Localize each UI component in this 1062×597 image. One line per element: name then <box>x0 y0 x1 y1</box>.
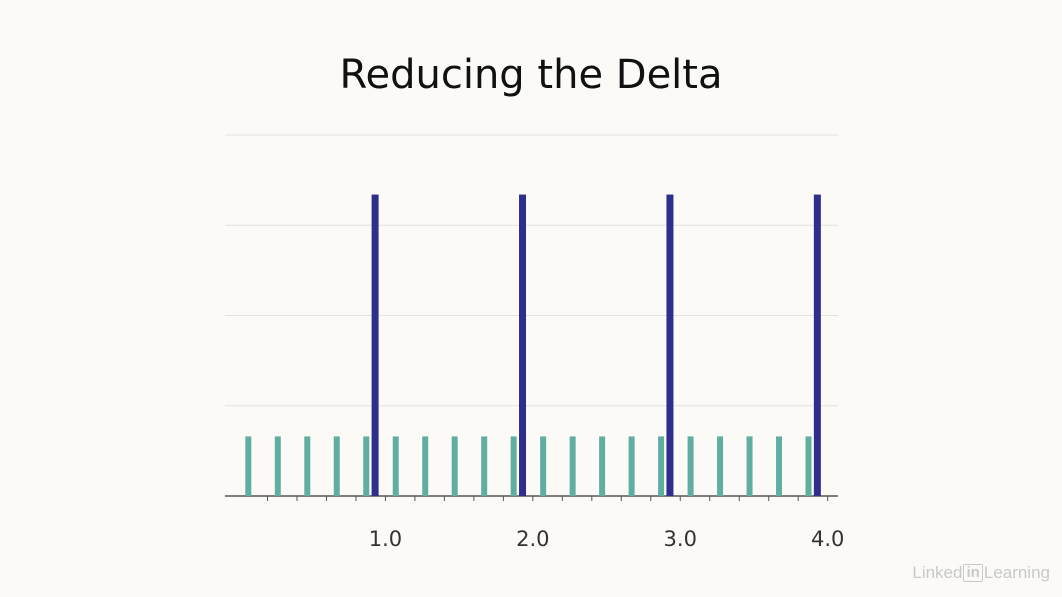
fine-bar <box>628 436 635 496</box>
fine-bar <box>658 436 665 496</box>
fine-bar <box>510 436 517 496</box>
fine-bar <box>481 436 488 496</box>
fine-bar <box>599 436 606 496</box>
bars <box>245 194 821 496</box>
watermark-right-text: Learning <box>983 563 1050 582</box>
fine-bar <box>363 436 370 496</box>
fine-bar <box>422 436 429 496</box>
fine-bar <box>569 436 576 496</box>
coarse-bar <box>666 194 674 496</box>
watermark-in-box: in <box>963 564 983 582</box>
linkedin-learning-watermark: Linked in Learning <box>912 563 1050 583</box>
fine-bar <box>746 436 753 496</box>
fine-bar <box>304 436 311 496</box>
grid-lines <box>225 134 838 407</box>
x-axis <box>225 495 838 501</box>
coarse-bar <box>813 194 821 496</box>
fine-bar <box>805 436 812 496</box>
x-tick-label: 2.0 <box>516 527 549 551</box>
fine-bar <box>245 436 252 496</box>
watermark-left-text: Linked <box>912 563 963 582</box>
coarse-bar <box>371 194 379 496</box>
coarse-bar <box>519 194 527 496</box>
fine-bar <box>451 436 458 496</box>
fine-bar <box>333 436 340 496</box>
x-tick-label: 4.0 <box>811 527 844 551</box>
fine-bar <box>687 436 694 496</box>
chart-title: Reducing the Delta <box>339 52 723 98</box>
x-tick-label: 3.0 <box>664 527 697 551</box>
fine-bar <box>392 436 399 496</box>
x-tick-label: 1.0 <box>369 527 402 551</box>
fine-bar <box>717 436 724 496</box>
fine-bar <box>274 436 281 496</box>
fine-bar <box>776 436 783 496</box>
fine-bar <box>540 436 547 496</box>
x-tick-labels: 1.0 2.0 3.0 4.0 <box>369 527 845 551</box>
